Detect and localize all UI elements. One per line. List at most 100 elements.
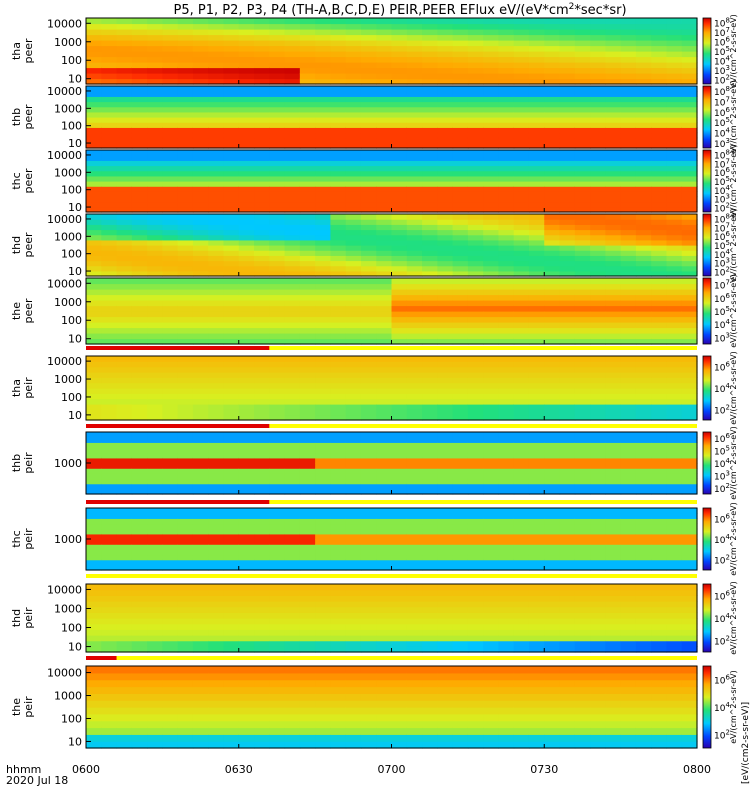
- heatmap-cell: [208, 686, 225, 694]
- heatmap-cell: [513, 305, 530, 312]
- heatmap-cell: [315, 463, 332, 469]
- heatmap-cell: [131, 300, 148, 307]
- heatmap-cell: [437, 393, 454, 400]
- heatmap-cell: [147, 361, 163, 368]
- heatmap-cell: [254, 361, 270, 368]
- heatmap-cell: [574, 101, 591, 108]
- heatmap-cell: [162, 122, 179, 128]
- heatmap-cell: [131, 239, 148, 246]
- heatmap-cell: [101, 646, 118, 653]
- heatmap-cell: [162, 483, 179, 490]
- heatmap-cell: [513, 457, 530, 464]
- heatmap-cell: [452, 635, 469, 642]
- heatmap-cell: [254, 612, 270, 619]
- colorbar-tick-exp: 3: [725, 64, 729, 72]
- heatmap-cell: [498, 635, 515, 642]
- heatmap-cell: [544, 101, 561, 108]
- heatmap-cell: [254, 366, 270, 373]
- heatmap-cell: [498, 160, 515, 167]
- heatmap-cell: [452, 606, 469, 613]
- heatmap-cell: [513, 333, 530, 340]
- heatmap-cell: [208, 305, 225, 312]
- heatmap-cell: [483, 618, 500, 625]
- heatmap-cell: [635, 437, 652, 443]
- panel-thd-peer: thdpeer101001000100001021031041051061071…: [10, 208, 738, 281]
- heatmap-cell: [360, 356, 377, 362]
- heatmap-cell: [223, 165, 240, 172]
- heatmap-cell: [330, 601, 347, 608]
- heatmap-cell: [467, 523, 484, 530]
- heatmap-cell: [315, 29, 332, 36]
- heatmap-cell: [238, 191, 255, 198]
- heatmap-cell: [544, 356, 561, 362]
- heatmap-cell: [467, 533, 484, 540]
- colorbar-tick-base: 10: [714, 67, 726, 77]
- heatmap-cell: [559, 398, 576, 405]
- heatmap-cell: [681, 265, 698, 272]
- heatmap-cell: [330, 132, 347, 139]
- heatmap-cell: [101, 234, 118, 241]
- heatmap-cell: [86, 73, 102, 80]
- heatmap-cell: [452, 679, 469, 688]
- heatmap-cell: [330, 559, 347, 566]
- heatmap-cell: [513, 559, 530, 566]
- heatmap-cell: [605, 245, 622, 251]
- heatmap-cell: [269, 73, 286, 80]
- heatmap-cell: [86, 468, 102, 474]
- heatmap-cell: [406, 447, 423, 454]
- heatmap-cell: [590, 382, 606, 389]
- heatmap-cell: [666, 132, 683, 139]
- heatmap-cell: [483, 693, 500, 701]
- heatmap-cell: [590, 372, 606, 378]
- heatmap-cell: [651, 91, 668, 97]
- heatmap-cell: [651, 382, 668, 389]
- colorbar-tick-exp: 8: [725, 148, 729, 156]
- heatmap-cell: [147, 289, 163, 296]
- heatmap-cell: [452, 452, 469, 459]
- heatmap-cell: [86, 181, 102, 187]
- heatmap-cell: [177, 672, 194, 681]
- heatmap-cell: [559, 442, 576, 449]
- heatmap-cell: [590, 488, 606, 495]
- heatmap-cell: [177, 409, 194, 416]
- heatmap-cell: [422, 137, 438, 144]
- heatmap-cell: [391, 270, 408, 277]
- heatmap-cell: [147, 442, 163, 449]
- heatmap-cell: [452, 283, 469, 290]
- heatmap-cell: [223, 693, 240, 701]
- heatmap-cell: [620, 219, 637, 225]
- heatmap-cell: [406, 150, 423, 156]
- heatmap-cell: [605, 23, 622, 30]
- heatmap-cell: [437, 713, 454, 722]
- heatmap-cell: [528, 457, 545, 464]
- heatmap-cell: [177, 468, 194, 474]
- heatmap-cell: [177, 488, 194, 495]
- heatmap-cell: [498, 398, 515, 405]
- heatmap-cell: [269, 686, 286, 694]
- heatmap-cell: [666, 338, 683, 345]
- heatmap-cell: [223, 51, 240, 58]
- heatmap-cell: [345, 518, 362, 525]
- heatmap-cell: [605, 528, 622, 535]
- heatmap-cell: [360, 693, 377, 701]
- heatmap-cell: [101, 56, 118, 63]
- heatmap-cell: [162, 51, 179, 58]
- heatmap-cell: [620, 160, 637, 167]
- heatmap-cell: [528, 245, 545, 251]
- heatmap-cell: [238, 150, 255, 156]
- heatmap-cell: [86, 239, 102, 246]
- heatmap-cell: [269, 239, 286, 246]
- heatmap-cell: [590, 294, 606, 301]
- heatmap-cell: [192, 508, 209, 514]
- heatmap-cell: [86, 245, 102, 251]
- heatmap-cell: [131, 101, 148, 108]
- colorbar-tick-exp: 4: [725, 54, 730, 62]
- heatmap-cell: [254, 289, 270, 296]
- heatmap-cell: [483, 356, 500, 362]
- heatmap-cell: [376, 250, 393, 256]
- heatmap-cell: [238, 245, 255, 251]
- heatmap-cell: [284, 606, 301, 613]
- heatmap-cell: [177, 457, 194, 464]
- heatmap-cell: [299, 447, 316, 454]
- heatmap-cell: [360, 322, 377, 329]
